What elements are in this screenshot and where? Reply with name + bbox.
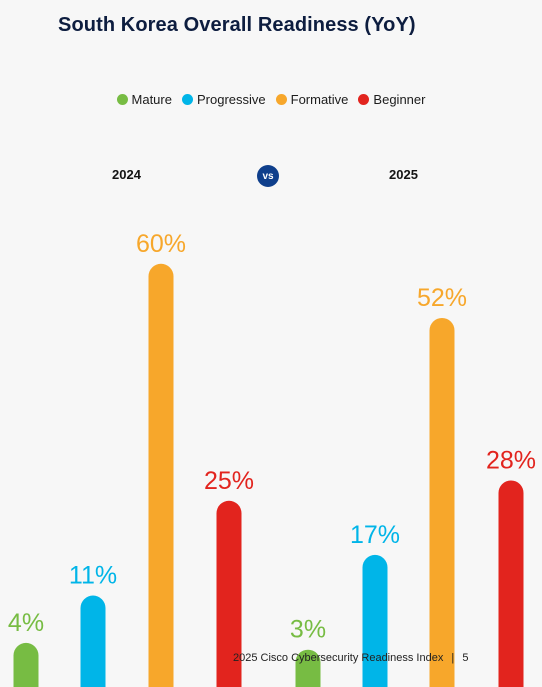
- page-footer: 2025 Cisco Cybersecurity Readiness Index…: [233, 652, 468, 664]
- bar-2024-progressive: [80, 595, 106, 687]
- value-label-2024-progressive: 11%: [69, 562, 117, 590]
- legend-label-progressive: Progressive: [196, 92, 266, 107]
- bar-2025-mature: [295, 649, 321, 687]
- footer-separator: |: [451, 652, 455, 664]
- vs-badge: vs: [257, 165, 279, 187]
- chart-title: South Korea Overall Readiness (YoY): [58, 14, 416, 36]
- footer-text: 2025 Cisco Cybersecurity Readiness Index: [233, 652, 444, 664]
- value-label-2025-mature: 3%: [290, 616, 326, 644]
- bar-2024-beginner: [216, 500, 242, 687]
- legend-item-beginner: Beginner: [358, 92, 425, 107]
- value-label-2024-mature: 4%: [8, 609, 44, 637]
- year-label-2024: 2024: [112, 167, 141, 182]
- bar-2025-formative: [429, 317, 455, 687]
- value-label-2024-beginner: 25%: [204, 467, 254, 495]
- value-label-2025-progressive: 17%: [350, 521, 400, 549]
- bar-2025-beginner: [498, 480, 524, 687]
- legend-item-formative: Formative: [275, 92, 349, 107]
- bar-2025-progressive: [362, 554, 388, 687]
- legend-item-mature: Mature: [116, 92, 172, 107]
- page-number: 5: [462, 652, 469, 664]
- legend-swatch-beginner: [358, 94, 370, 105]
- legend-item-progressive: Progressive: [181, 92, 266, 107]
- legend-label-mature: Mature: [131, 92, 172, 107]
- value-label-2024-formative: 60%: [136, 230, 186, 258]
- legend-label-beginner: Beginner: [373, 92, 426, 107]
- legend-label-formative: Formative: [290, 92, 349, 107]
- year-label-2025: 2025: [389, 167, 418, 182]
- legend-swatch-mature: [116, 94, 128, 105]
- value-label-2025-beginner: 28%: [486, 446, 536, 474]
- value-label-2025-formative: 52%: [417, 284, 467, 312]
- bar-2024-formative: [148, 263, 174, 687]
- chart-legend: Mature Progressive Formative Beginner: [0, 92, 542, 107]
- legend-swatch-progressive: [181, 94, 193, 105]
- bar-2024-mature: [13, 642, 39, 687]
- legend-swatch-formative: [275, 94, 287, 105]
